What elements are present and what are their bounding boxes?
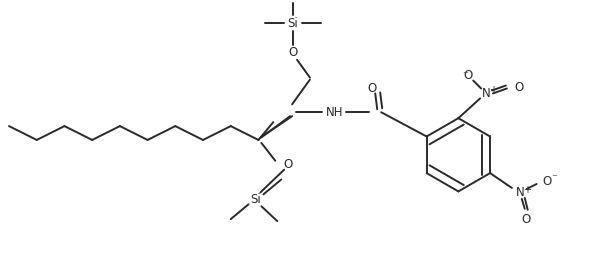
Text: +: + <box>489 85 497 95</box>
Text: O: O <box>288 46 298 59</box>
Text: N: N <box>482 87 490 100</box>
Text: +: + <box>523 185 531 195</box>
Text: Si: Si <box>250 193 261 206</box>
Text: O: O <box>368 82 377 95</box>
Text: ⁻: ⁻ <box>552 173 557 183</box>
Text: O: O <box>514 81 523 94</box>
Text: O: O <box>521 213 531 226</box>
Text: O: O <box>542 175 551 188</box>
Text: N: N <box>516 186 524 199</box>
Text: O: O <box>283 158 293 171</box>
Text: O: O <box>464 69 473 82</box>
Text: NH: NH <box>326 106 343 119</box>
Text: ⁻: ⁻ <box>463 71 469 80</box>
Text: Si: Si <box>288 17 298 30</box>
